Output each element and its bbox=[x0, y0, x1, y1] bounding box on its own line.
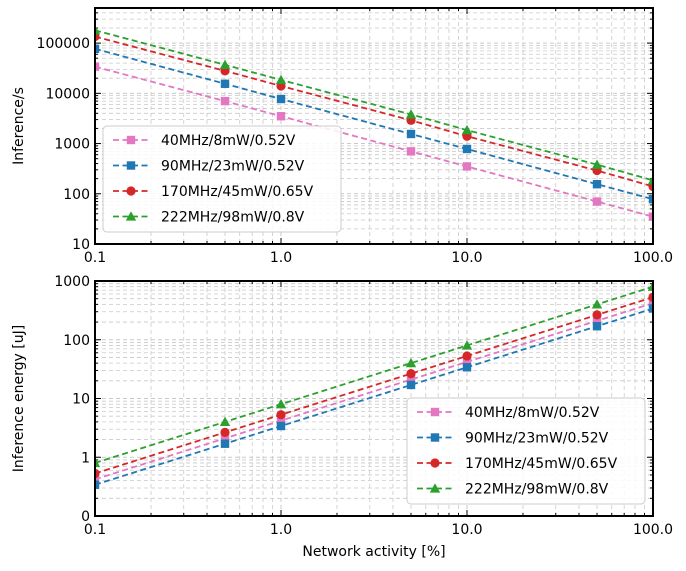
data-point bbox=[95, 62, 100, 71]
x-tick-label: 100.0 bbox=[633, 522, 673, 538]
data-point bbox=[406, 147, 416, 156]
y-tick-label: 100 bbox=[63, 333, 90, 349]
legend-marker bbox=[126, 186, 136, 196]
data-point bbox=[405, 109, 417, 119]
data-point bbox=[95, 480, 100, 489]
legend-marker bbox=[429, 483, 441, 493]
plot-frame bbox=[94, 280, 654, 517]
data-point bbox=[276, 416, 286, 425]
data-point bbox=[219, 59, 231, 69]
y-tick-label: 1000 bbox=[54, 137, 90, 153]
data-point bbox=[275, 398, 287, 409]
x-tick-label: 0.1 bbox=[84, 522, 106, 538]
data-point bbox=[648, 298, 653, 308]
legend-box bbox=[102, 125, 342, 233]
x-tick-label: 10.0 bbox=[451, 522, 482, 538]
data-point bbox=[647, 175, 653, 185]
x-tick-label: 0.1 bbox=[84, 250, 106, 266]
legend-box bbox=[406, 397, 646, 505]
data-point bbox=[461, 340, 473, 350]
data-point bbox=[462, 363, 472, 372]
legend-marker bbox=[125, 211, 137, 221]
energy-chart: 0.1 1.0 10.0 100.0 0 1 10 100 1000 Inference ener… bbox=[11, 274, 673, 560]
legend: 40MHz/8mW/0.52V 90MHz/23mW/0.52V 170MHz/45… bbox=[406, 397, 646, 505]
y-axis-label: Inference energy [uJ] bbox=[11, 325, 27, 472]
data-point bbox=[406, 380, 416, 390]
plot-frame bbox=[94, 7, 654, 245]
y-tick-label: 0 bbox=[81, 509, 90, 525]
data-point bbox=[220, 434, 230, 443]
legend-marker bbox=[430, 433, 440, 442]
data-point bbox=[276, 112, 286, 121]
legend-label: 222MHz/98mW/0.8V bbox=[465, 482, 609, 498]
data-point bbox=[462, 162, 472, 171]
data-point bbox=[276, 421, 286, 431]
data-point bbox=[95, 457, 101, 468]
data-point bbox=[275, 74, 287, 85]
data-point bbox=[95, 468, 100, 479]
data-point bbox=[276, 410, 286, 420]
legend-label: 170MHz/45mW/0.65V bbox=[465, 456, 618, 472]
data-point bbox=[406, 129, 416, 139]
data-point bbox=[592, 197, 602, 206]
data-point bbox=[461, 124, 473, 135]
legend-marker bbox=[126, 161, 136, 170]
x-axis-label: Network activity [%] bbox=[302, 544, 445, 560]
series-group bbox=[95, 281, 653, 489]
legend-marker bbox=[430, 407, 440, 417]
x-tick-label: 100.0 bbox=[633, 250, 673, 266]
data-point bbox=[648, 304, 653, 313]
data-point bbox=[406, 369, 416, 379]
data-point bbox=[592, 180, 602, 189]
data-point bbox=[462, 144, 472, 154]
data-point bbox=[220, 439, 230, 448]
series-group bbox=[95, 25, 653, 221]
x-tick-label: 1.0 bbox=[270, 522, 292, 538]
legend-label: 222MHz/98mW/0.8V bbox=[161, 210, 305, 226]
data-point bbox=[95, 44, 100, 54]
data-point bbox=[591, 299, 603, 309]
y-tick-label: 1000 bbox=[54, 274, 90, 290]
data-point bbox=[648, 292, 653, 302]
legend-label: 40MHz/8mW/0.52V bbox=[465, 405, 600, 421]
legend-marker bbox=[430, 458, 440, 468]
legend-label: 90MHz/23mW/0.52V bbox=[465, 431, 609, 447]
data-point bbox=[95, 25, 101, 35]
data-point bbox=[219, 416, 231, 427]
legend-label: 40MHz/8mW/0.52V bbox=[161, 133, 296, 149]
y-tick-label: 10 bbox=[72, 237, 90, 253]
y-tick-label: 100 bbox=[63, 187, 90, 203]
legend: 40MHz/8mW/0.52V 90MHz/23mW/0.52V 170MHz/45… bbox=[102, 125, 342, 233]
data-point bbox=[405, 357, 417, 368]
data-point bbox=[591, 159, 603, 169]
y-axis-label: Inference/s bbox=[11, 87, 27, 165]
data-point bbox=[220, 427, 230, 437]
data-point bbox=[95, 475, 100, 484]
y-tick-label: 10000 bbox=[45, 86, 90, 102]
data-point bbox=[462, 357, 472, 367]
data-point bbox=[406, 375, 416, 384]
data-point bbox=[276, 94, 286, 104]
y-tick-label: 100000 bbox=[37, 36, 90, 52]
x-tick-label: 1.0 bbox=[270, 250, 292, 266]
data-point bbox=[592, 322, 602, 331]
legend-marker bbox=[126, 135, 136, 145]
data-point bbox=[592, 310, 602, 320]
data-point bbox=[648, 212, 653, 221]
data-point bbox=[220, 96, 230, 106]
data-point bbox=[647, 281, 653, 291]
throughput-chart: 0.1 1.0 10.0 100.0 10 100 1000 10000 100000 Infer… bbox=[11, 7, 673, 266]
x-tick-label: 10.0 bbox=[451, 250, 482, 266]
data-point bbox=[220, 79, 230, 88]
y-tick-label: 1 bbox=[81, 450, 90, 466]
data-point bbox=[648, 194, 653, 204]
legend-label: 90MHz/23mW/0.52V bbox=[161, 159, 305, 175]
legend-label: 170MHz/45mW/0.65V bbox=[161, 184, 314, 200]
data-point bbox=[462, 351, 472, 361]
data-point bbox=[592, 316, 602, 326]
y-tick-label: 10 bbox=[72, 392, 90, 408]
